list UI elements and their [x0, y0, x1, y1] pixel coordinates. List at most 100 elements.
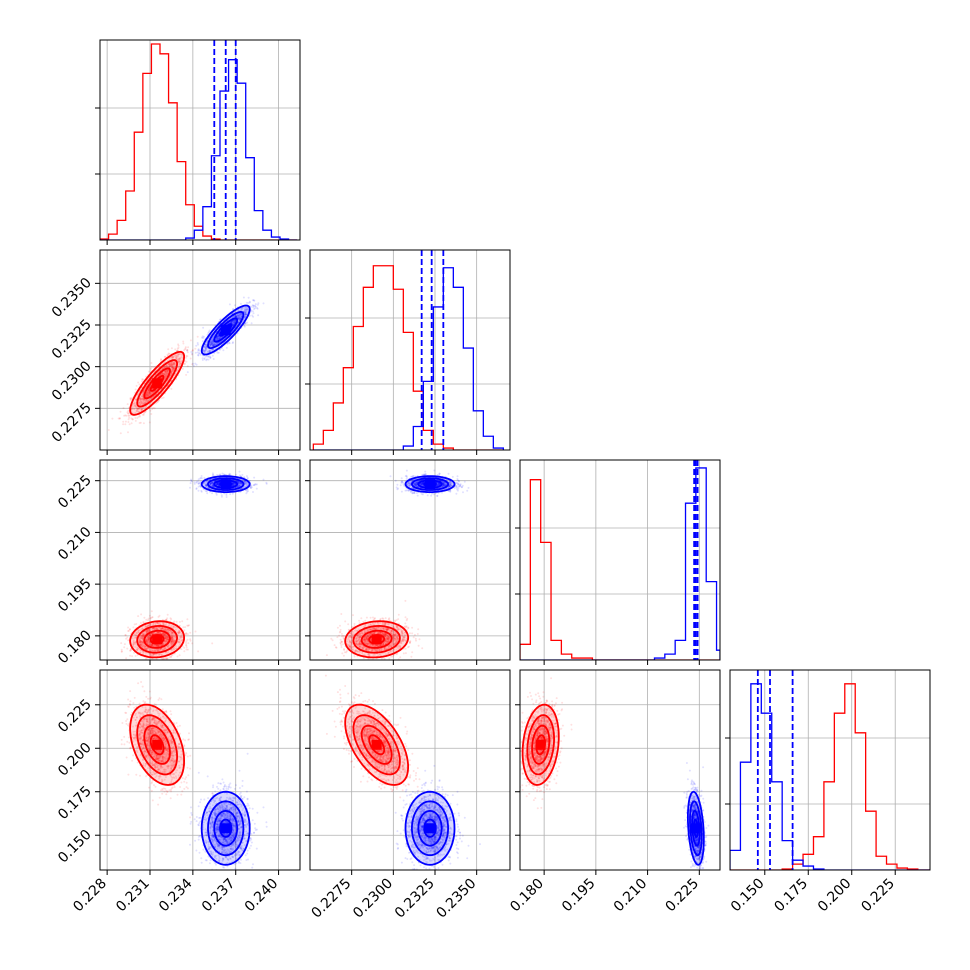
- sample-point: [172, 356, 175, 359]
- sample-point: [132, 403, 135, 405]
- sample-point: [252, 299, 255, 302]
- sample-point: [125, 414, 128, 417]
- sample-point: [148, 391, 150, 394]
- sample-point: [144, 395, 147, 398]
- sample-point: [174, 356, 177, 359]
- sample-point: [186, 355, 189, 358]
- sample-point: [208, 330, 210, 333]
- sample-point: [120, 648, 123, 651]
- sample-point: [136, 408, 139, 411]
- panel-0-0: [95, 39, 301, 245]
- sample-point: [146, 391, 149, 394]
- sample-point: [139, 399, 142, 401]
- sample-point: [161, 372, 164, 375]
- sample-point: [128, 423, 131, 426]
- sample-point: [200, 489, 203, 492]
- sample-point: [133, 402, 136, 405]
- sample-point: [170, 366, 173, 369]
- sample-point: [213, 343, 216, 346]
- sample-point: [131, 407, 134, 410]
- sample-point: [141, 408, 144, 411]
- sample-point: [191, 349, 194, 352]
- sample-point: [153, 366, 156, 369]
- sample-point: [172, 356, 175, 359]
- sample-point: [184, 633, 187, 636]
- sample-point: [187, 624, 190, 627]
- sample-point: [191, 363, 194, 366]
- sample-point: [181, 367, 184, 370]
- sample-point: [216, 338, 219, 341]
- sample-point: [145, 395, 148, 398]
- sample-point: [111, 417, 114, 420]
- sample-point: [164, 373, 167, 376]
- sample-point: [170, 364, 173, 367]
- sample-point: [251, 310, 254, 313]
- sample-point: [170, 366, 173, 369]
- sample-point: [162, 396, 165, 399]
- sample-point: [162, 372, 164, 375]
- sample-point: [138, 407, 140, 410]
- sample-point: [142, 402, 145, 405]
- sample-point: [211, 354, 214, 357]
- sample-point: [117, 417, 120, 420]
- sample-point: [246, 306, 249, 309]
- sample-point: [245, 310, 248, 313]
- sample-point: [210, 340, 213, 343]
- sample-point: [164, 365, 167, 368]
- sample-point: [148, 421, 151, 424]
- sample-point: [170, 347, 173, 350]
- sample-point: [140, 400, 143, 403]
- sample-point: [139, 415, 141, 418]
- sample-point: [126, 403, 129, 406]
- sample-point: [231, 320, 234, 323]
- sample-point: [191, 353, 194, 356]
- sample-point: [118, 417, 121, 420]
- sample-point: [216, 335, 219, 338]
- sample-point: [127, 414, 130, 417]
- sample-point: [244, 312, 247, 315]
- sample-point: [185, 373, 188, 376]
- sample-point: [245, 492, 248, 495]
- sample-point: [124, 420, 127, 423]
- sample-point: [207, 355, 210, 357]
- sample-point: [175, 356, 178, 359]
- sample-point: [175, 354, 177, 357]
- sample-point: [171, 363, 174, 366]
- sample-point: [209, 356, 212, 359]
- sample-point: [201, 359, 204, 361]
- sample-point: [211, 342, 214, 345]
- sample-point: [235, 315, 238, 318]
- sample-point: [210, 341, 213, 344]
- sample-point: [136, 408, 139, 411]
- sample-point: [197, 489, 200, 492]
- sample-point: [245, 313, 248, 316]
- sample-point: [135, 407, 138, 410]
- sample-point: [148, 370, 150, 373]
- sample-point: [218, 337, 221, 340]
- sample-point: [204, 355, 207, 358]
- sample-point: [185, 360, 188, 363]
- sample-point: [138, 408, 141, 411]
- sample-point: [137, 410, 140, 413]
- sample-point: [186, 349, 189, 352]
- sample-point: [248, 300, 251, 303]
- sample-point: [166, 369, 168, 372]
- sample-point: [157, 400, 159, 403]
- sample-point: [128, 414, 131, 417]
- sample-point: [141, 397, 144, 400]
- sample-point: [210, 343, 213, 346]
- sample-point: [169, 374, 172, 376]
- sample-point: [167, 362, 170, 365]
- sample-point: [235, 315, 238, 318]
- sample-point: [171, 369, 174, 372]
- sample-point: [127, 412, 130, 415]
- sample-point: [177, 344, 180, 347]
- sample-point: [172, 368, 175, 371]
- sample-point: [174, 348, 177, 351]
- sample-point: [201, 340, 204, 343]
- sample-point: [254, 303, 257, 306]
- sample-point: [160, 358, 162, 361]
- sample-point: [133, 404, 136, 407]
- panel-frame-1-1: [309, 249, 511, 451]
